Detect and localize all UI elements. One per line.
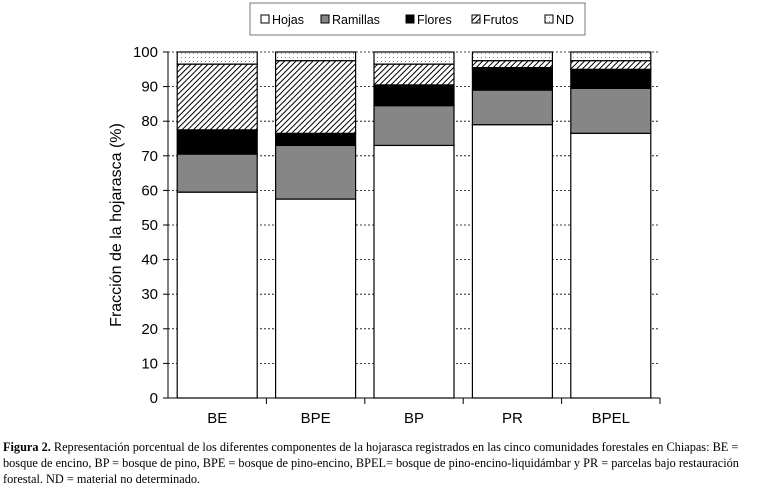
y-tick-label: 20 (141, 321, 158, 338)
y-tick-label: 50 (141, 217, 158, 234)
y-tick-label: 40 (141, 252, 158, 269)
bar-segment-nd (176, 51, 258, 65)
x-tick-label: PR (502, 410, 523, 427)
bar-segment-frutos (275, 60, 357, 134)
bar-segment-flores (471, 66, 553, 91)
legend: Hojas Ramillas Flores Frutos ND (249, 2, 586, 36)
bar-segment-ramillas (570, 87, 652, 134)
bar-segment-frutos (471, 60, 553, 69)
legend-swatch-ramillas (320, 14, 330, 24)
legend-box (249, 2, 586, 36)
figure-caption: Figura 2. Representación porcentual de l… (3, 439, 755, 487)
y-tick-label: 30 (141, 286, 158, 303)
x-tick-label: BPE (301, 410, 331, 427)
bar-segment-nd (275, 51, 357, 62)
y-tick-label: 70 (141, 148, 158, 165)
y-tick-label: 80 (141, 113, 158, 130)
legend-label: Frutos (483, 13, 518, 27)
bar-segment-flores (275, 132, 357, 147)
bar-segment-ramillas (275, 144, 357, 200)
bar-segment-ramillas (373, 105, 455, 147)
caption-label: Figura 2. (3, 440, 51, 454)
legend-swatch-frutos (471, 14, 481, 24)
y-tick-label: 0 (150, 390, 158, 407)
bar-segment-hojas (471, 124, 553, 399)
legend-label: Hojas (272, 13, 304, 27)
bar-segment-ramillas (176, 153, 258, 193)
bar-segment-hojas (373, 144, 455, 399)
y-tick-label: 10 (141, 355, 158, 372)
legend-label: Flores (417, 13, 452, 27)
x-tick-label: BPEL (592, 410, 630, 427)
bar-segment-hojas (275, 198, 357, 399)
bar-segment-frutos (570, 60, 652, 70)
bar-segment-nd (570, 51, 652, 62)
bar-segment-frutos (373, 63, 455, 86)
bar-segment-nd (471, 51, 553, 62)
y-tick-label: 90 (141, 79, 158, 96)
y-tick-label: 100 (133, 44, 158, 61)
bar-segment-flores (176, 129, 258, 155)
legend-label: ND (556, 13, 574, 27)
x-tick-label: BP (404, 410, 424, 427)
bar-segment-hojas (570, 132, 652, 399)
bar-segment-flores (570, 68, 652, 89)
bar-segment-flores (373, 84, 455, 107)
bar-segment-nd (373, 51, 455, 65)
y-axis-label: Fracción de la hojarasca (%) (108, 123, 125, 327)
legend-swatch-flores (405, 14, 415, 24)
axes: 0 10 20 30 40 50 60 70 80 90 100 BE BPE BP PR BPEL (133, 44, 661, 427)
legend-swatch-nd (544, 14, 554, 24)
y-tick-label: 60 (141, 182, 158, 199)
bar-segment-frutos (176, 63, 258, 131)
caption-text: Representación porcentual de los diferen… (3, 440, 739, 486)
legend-label: Ramillas (332, 13, 380, 27)
x-tick-label: BE (207, 410, 227, 427)
legend-swatch-hojas (260, 14, 270, 24)
bar-segment-hojas (176, 191, 258, 399)
bars (176, 51, 652, 399)
stacked-bar-chart: 0 10 20 30 40 50 60 70 80 90 100 BE BPE BP PR BPEL Hoja… (108, 2, 661, 427)
bar-segment-ramillas (471, 89, 553, 126)
